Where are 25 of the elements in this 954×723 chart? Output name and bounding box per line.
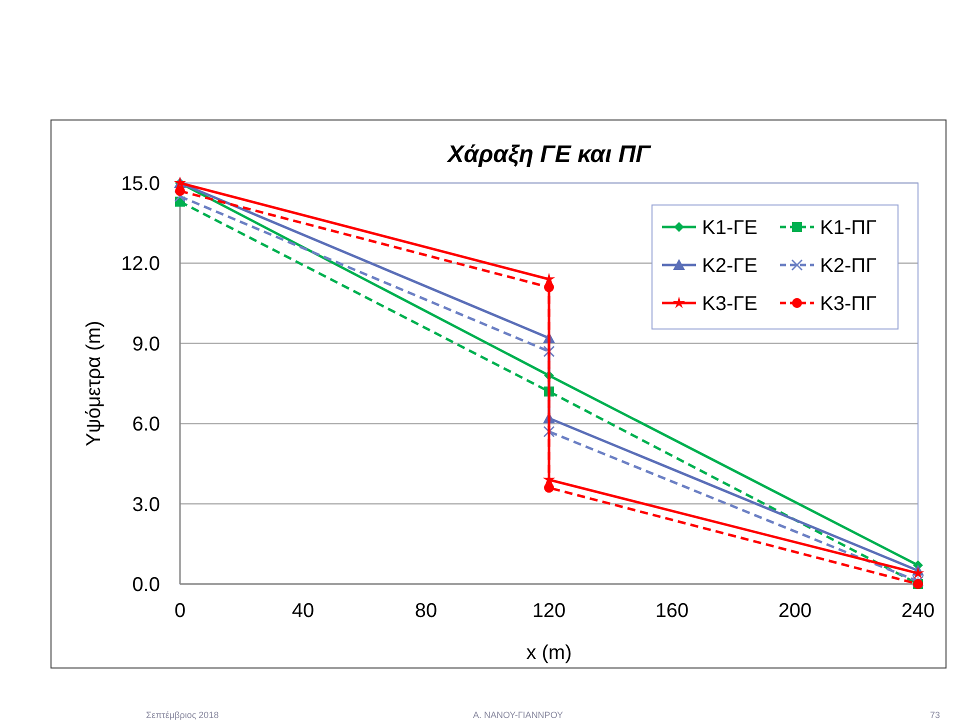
x-tick-label: 200 xyxy=(778,600,812,622)
legend-label: Κ3-ΠΓ xyxy=(820,293,877,315)
text: Σεπτέμβριος 2018 xyxy=(146,710,219,720)
x-axis-title: x (m) xyxy=(526,642,572,664)
y-tick-label: 15.0 xyxy=(121,173,160,195)
legend-label: Κ2-ΓΕ xyxy=(702,255,758,277)
y-tick-label: 6.0 xyxy=(132,414,160,436)
x-tick-label: 40 xyxy=(292,600,314,622)
y-tick-label: 12.0 xyxy=(121,253,160,276)
text: 73 xyxy=(930,710,940,720)
legend-label: Κ1-ΠΓ xyxy=(820,217,877,239)
legend-label: Κ1-ΓΕ xyxy=(702,217,758,239)
x-tick-label: 80 xyxy=(414,600,438,622)
chart-title: Χάραξη ΓΕ και ΠΓ xyxy=(446,141,652,168)
x-tick-label: 120 xyxy=(532,600,566,622)
text: Α. ΝΑΝΟΥ-ΓΙΑΝΝΡΟΥ xyxy=(472,710,564,720)
y-tick-label: 3.0 xyxy=(132,494,160,516)
legend-label: Κ3-ΓΕ xyxy=(702,293,758,315)
y-tick-label: 0.0 xyxy=(132,574,160,596)
x-tick-label: 0 xyxy=(174,600,186,622)
y-axis-title: Υψόμετρα (m) xyxy=(83,320,105,446)
x-tick-label: 160 xyxy=(655,600,689,622)
legend-label: Κ2-ΠΓ xyxy=(820,255,877,277)
x-tick-label: 240 xyxy=(901,600,935,622)
y-tick-label: 9.0 xyxy=(132,333,160,356)
